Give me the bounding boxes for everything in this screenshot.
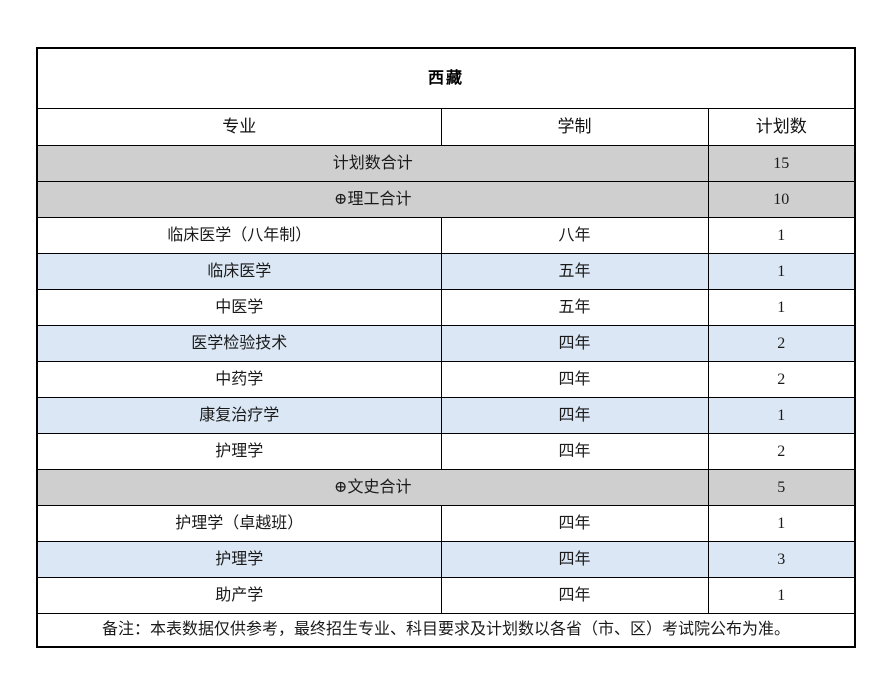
duration-cell: 四年 (440, 325, 709, 362)
summary-label: ⊕文史合计 (36, 469, 709, 506)
table-row: 护理学 四年 3 (36, 541, 856, 578)
region-title: 西藏 (36, 47, 856, 109)
major-cell: 助产学 (36, 577, 442, 614)
major-cell: 临床医学 (36, 253, 442, 290)
major-cell: 康复治疗学 (36, 397, 442, 434)
table-row: 临床医学（八年制） 八年 1 (36, 217, 856, 254)
table-row: 临床医学 五年 1 (36, 253, 856, 290)
column-header-major: 专业 (36, 108, 442, 146)
plan-count: 1 (707, 577, 856, 614)
plan-count: 1 (707, 505, 856, 542)
plan-count: 2 (707, 325, 856, 362)
summary-row: 计划数合计 15 (36, 145, 856, 182)
table-row: 护理学（卓越班） 四年 1 (36, 505, 856, 542)
table-row: 医学检验技术 四年 2 (36, 325, 856, 362)
column-header-duration: 学制 (440, 108, 709, 146)
summary-label: 计划数合计 (36, 145, 709, 182)
major-cell: 护理学（卓越班） (36, 505, 442, 542)
duration-cell: 四年 (440, 505, 709, 542)
column-header-plan: 计划数 (707, 108, 856, 146)
summary-row: ⊕文史合计 5 (36, 469, 856, 506)
enrollment-plan-table: 西藏 专业 学制 计划数 计划数合计 15 ⊕理工合计 10 临床医学（八年制） 八年 1 临… (36, 47, 857, 648)
major-cell: 临床医学（八年制） (36, 217, 442, 254)
duration-cell: 四年 (440, 577, 709, 614)
title-row: 西藏 (36, 47, 856, 109)
duration-cell: 八年 (440, 217, 709, 254)
plan-count: 1 (707, 253, 856, 290)
plan-count: 2 (707, 433, 856, 470)
summary-label: ⊕理工合计 (36, 181, 709, 218)
plan-count: 3 (707, 541, 856, 578)
major-cell: 医学检验技术 (36, 325, 442, 362)
table-row: 中药学 四年 2 (36, 361, 856, 398)
major-cell: 护理学 (36, 541, 442, 578)
plan-count: 15 (707, 145, 856, 182)
duration-cell: 五年 (440, 289, 709, 326)
duration-cell: 五年 (440, 253, 709, 290)
table-row: 助产学 四年 1 (36, 577, 856, 614)
plan-count: 2 (707, 361, 856, 398)
major-cell: 中医学 (36, 289, 442, 326)
table-row: 中医学 五年 1 (36, 289, 856, 326)
major-cell: 护理学 (36, 433, 442, 470)
table-row: 护理学 四年 2 (36, 433, 856, 470)
plan-count: 1 (707, 217, 856, 254)
table-row: 康复治疗学 四年 1 (36, 397, 856, 434)
duration-cell: 四年 (440, 541, 709, 578)
plan-count: 5 (707, 469, 856, 506)
duration-cell: 四年 (440, 433, 709, 470)
duration-cell: 四年 (440, 397, 709, 434)
summary-row: ⊕理工合计 10 (36, 181, 856, 218)
plan-count: 10 (707, 181, 856, 218)
plan-count: 1 (707, 397, 856, 434)
footer-row: 备注：本表数据仅供参考，最终招生专业、科目要求及计划数以各省（市、区）考试院公布… (36, 613, 856, 648)
major-cell: 中药学 (36, 361, 442, 398)
plan-count: 1 (707, 289, 856, 326)
duration-cell: 四年 (440, 361, 709, 398)
footer-note: 备注：本表数据仅供参考，最终招生专业、科目要求及计划数以各省（市、区）考试院公布… (36, 613, 856, 648)
header-row: 专业 学制 计划数 (36, 108, 856, 146)
